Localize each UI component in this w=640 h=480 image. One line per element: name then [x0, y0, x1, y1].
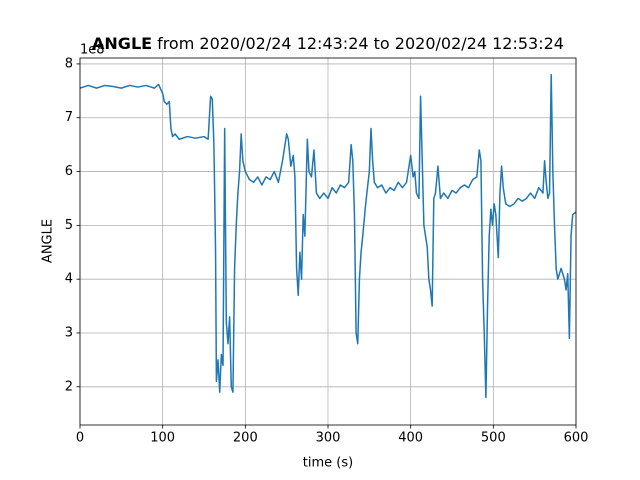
y-tick-label: 4: [65, 272, 73, 287]
plot-frame: [79, 57, 577, 426]
title-rest: from 2020/02/24 12:43:24 to 2020/02/24 1…: [157, 34, 564, 53]
y-tick-label: 7: [65, 110, 73, 125]
data-line: [80, 73, 576, 399]
chart-title: ANGLE from 2020/02/24 12:43:24 to 2020/02…: [92, 34, 564, 53]
x-tick-label: 300: [316, 431, 341, 446]
x-tick-label: 0: [76, 431, 84, 446]
x-tick-label: 400: [398, 431, 423, 446]
y-tick-label: 8: [65, 56, 73, 71]
x-tick-label: 200: [233, 431, 258, 446]
y-tick-label: 2: [65, 379, 73, 394]
y-tick-label: 5: [65, 218, 73, 233]
y-axis-label: ANGLE: [41, 219, 56, 263]
x-tick-label: 100: [150, 431, 175, 446]
x-tick-label: 500: [481, 431, 506, 446]
y-offset-label: 1e8: [80, 43, 105, 58]
y-tick-label: 3: [65, 325, 73, 340]
y-tick-label: 6: [65, 164, 73, 179]
x-tick-label: 600: [564, 431, 589, 446]
title-bold: ANGLE: [92, 34, 152, 53]
x-axis-label: time (s): [303, 456, 353, 471]
